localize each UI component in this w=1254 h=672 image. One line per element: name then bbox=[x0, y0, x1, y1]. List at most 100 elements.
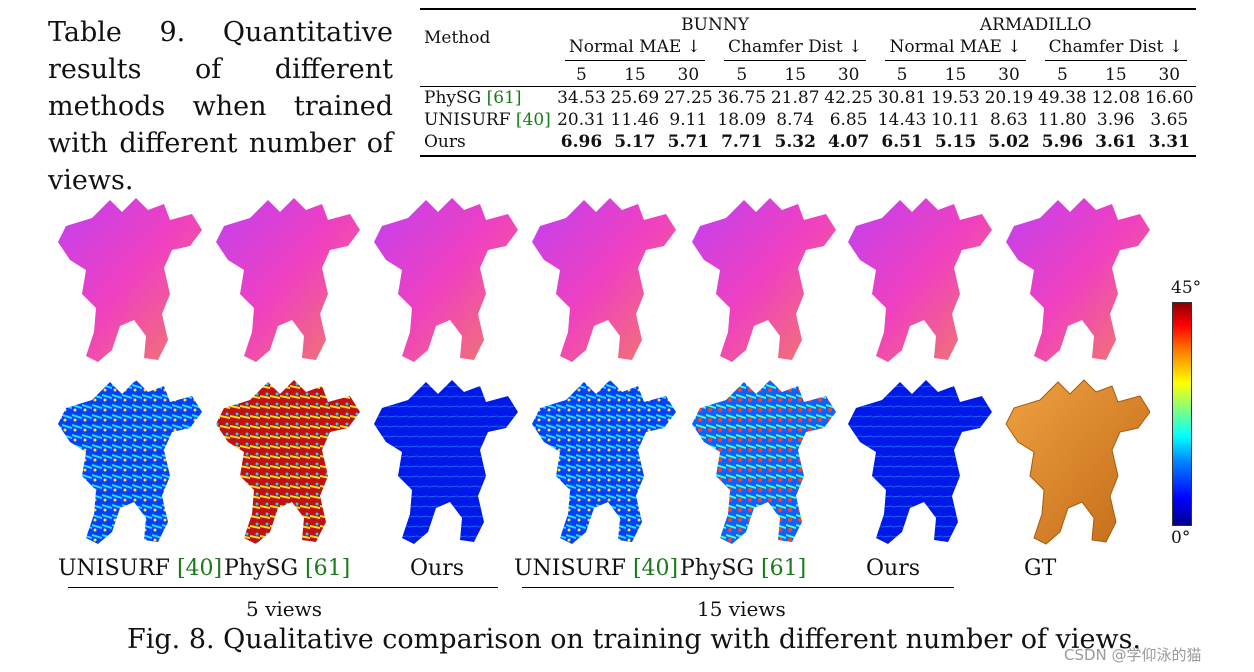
column-label: Ours bbox=[410, 556, 464, 581]
colorbar-gradient bbox=[1172, 302, 1192, 526]
views-header: 30 bbox=[837, 65, 860, 85]
citation-link[interactable]: [40] bbox=[632, 556, 679, 581]
armadillo-shape bbox=[1005, 379, 1150, 545]
table-cell: 36.75 bbox=[715, 86, 769, 109]
armadillo-shape bbox=[374, 380, 518, 544]
table-cell: 6.96 bbox=[554, 131, 609, 157]
column-label-name: UNISURF bbox=[58, 556, 170, 581]
views-header: 30 bbox=[998, 65, 1020, 85]
views-header: 5 bbox=[576, 65, 587, 85]
armadillo-shape bbox=[848, 198, 992, 362]
table-cell: 9.11 bbox=[669, 110, 708, 130]
table-cell: 19.53 bbox=[928, 86, 983, 109]
column-label-name: PhySG bbox=[224, 556, 299, 581]
method-name-cell: PhySG [61] bbox=[420, 86, 555, 109]
table-cell: 18.09 bbox=[717, 110, 767, 130]
column-label-name: GT bbox=[1024, 556, 1057, 581]
armadillo-shape bbox=[216, 380, 360, 544]
table-cell: 3.65 bbox=[1150, 110, 1189, 130]
error-map-render bbox=[374, 380, 518, 544]
error-map-render bbox=[58, 380, 202, 544]
normal-map-render bbox=[848, 198, 992, 362]
column-label-name: Ours bbox=[866, 556, 921, 581]
normal-map-render bbox=[532, 198, 676, 362]
method-header: Method bbox=[420, 8, 555, 61]
table-cell: 5.17 bbox=[608, 131, 662, 157]
armadillo-shape bbox=[216, 198, 360, 362]
column-label-name: UNISURF bbox=[514, 556, 626, 581]
normal-map-render bbox=[1006, 198, 1150, 362]
citation-link[interactable]: [61] bbox=[486, 88, 522, 108]
table-cell: 16.60 bbox=[1142, 86, 1196, 109]
table-cell: 3.96 bbox=[1096, 110, 1135, 130]
table-cell: 11.46 bbox=[610, 110, 660, 130]
armadillo-shape bbox=[58, 198, 202, 362]
table-cell: 10.11 bbox=[931, 110, 980, 130]
table-cell: 21.87 bbox=[768, 86, 822, 109]
views-header: 30 bbox=[1158, 65, 1181, 85]
armadillo-shape bbox=[58, 380, 202, 544]
normal-map-render bbox=[58, 198, 202, 362]
group-underline-15-views bbox=[522, 587, 954, 588]
dataset-header-armadillo: ARMADILLO bbox=[875, 8, 1196, 36]
table-cell: 3.31 bbox=[1142, 131, 1196, 157]
table-cell: 25.69 bbox=[608, 86, 662, 109]
table-cell: 8.74 bbox=[776, 110, 815, 130]
table-cell: 12.08 bbox=[1089, 86, 1143, 109]
armadillo-shape bbox=[532, 198, 676, 362]
error-map-render bbox=[216, 380, 360, 544]
table-cell: 3.61 bbox=[1089, 131, 1143, 157]
table-cell: 11.80 bbox=[1038, 110, 1087, 130]
table-cell: 8.63 bbox=[990, 110, 1028, 130]
table-cell: 42.25 bbox=[821, 86, 876, 109]
column-label: PhySG [61] bbox=[680, 556, 806, 581]
normal-map-render bbox=[374, 198, 518, 362]
table-cell: 5.96 bbox=[1035, 131, 1090, 157]
metric-header: Chamfer Dist ↓ bbox=[724, 36, 867, 61]
error-map-render bbox=[532, 380, 676, 544]
table-row: PhySG [61] 34.53 25.69 27.25 36.75 21.87 42.25… bbox=[420, 86, 1196, 109]
table-cell: 49.38 bbox=[1035, 86, 1090, 109]
metric-header: Normal MAE ↓ bbox=[885, 36, 1026, 61]
colorbar-max-label: 45° bbox=[1171, 278, 1202, 298]
views-header: 5 bbox=[1056, 65, 1068, 85]
ground-truth-render bbox=[1005, 379, 1150, 545]
armadillo-shape bbox=[692, 198, 836, 362]
colorbar-min-label: 0° bbox=[1171, 528, 1191, 548]
dataset-header-bunny: BUNNY bbox=[554, 8, 876, 36]
armadillo-shape bbox=[692, 380, 836, 544]
table-cell: 20.19 bbox=[982, 86, 1036, 109]
error-map-render bbox=[692, 380, 836, 544]
method-name-cell: Ours bbox=[420, 131, 555, 157]
table-cell: 30.81 bbox=[875, 86, 929, 109]
method-name: UNISURF bbox=[424, 110, 511, 130]
citation-link[interactable]: [40] bbox=[515, 110, 551, 130]
normal-map-render bbox=[216, 198, 360, 362]
views-header: 30 bbox=[677, 65, 700, 85]
watermark: CSDN @学仰泳的猫 bbox=[1064, 646, 1202, 664]
group-label-15-views: 15 views bbox=[697, 597, 786, 621]
table-cell: 27.25 bbox=[661, 86, 716, 109]
normal-map-render bbox=[692, 198, 836, 362]
table-cell: 5.71 bbox=[661, 131, 716, 157]
views-header: 15 bbox=[624, 65, 646, 85]
column-label: UNISURF [40] bbox=[514, 556, 678, 581]
column-label-name: Ours bbox=[410, 556, 465, 581]
table-cell: 4.07 bbox=[821, 131, 876, 157]
group-label-5-views: 5 views bbox=[246, 597, 322, 621]
table-caption: Table 9. Quantitative results of differe… bbox=[48, 17, 393, 196]
citation-link[interactable]: [40] bbox=[176, 556, 223, 581]
armadillo-shape bbox=[374, 198, 518, 362]
armadillo-shape bbox=[1006, 198, 1150, 362]
table-row: UNISURF [40] 20.31 11.46 9.11 18.09 8.74 6.85 1… bbox=[420, 109, 1196, 131]
column-label: UNISURF [40] bbox=[58, 556, 222, 581]
views-header: 5 bbox=[896, 65, 908, 85]
table-cell: 34.53 bbox=[554, 86, 609, 109]
method-name-cell: UNISURF [40] bbox=[420, 109, 555, 131]
citation-link[interactable]: [61] bbox=[305, 556, 351, 581]
citation-link[interactable]: [61] bbox=[761, 556, 807, 581]
table-cell: 7.71 bbox=[715, 131, 769, 157]
armadillo-shape bbox=[848, 380, 992, 544]
table-cell: 5.02 bbox=[982, 131, 1036, 157]
views-header: 15 bbox=[1105, 65, 1127, 85]
